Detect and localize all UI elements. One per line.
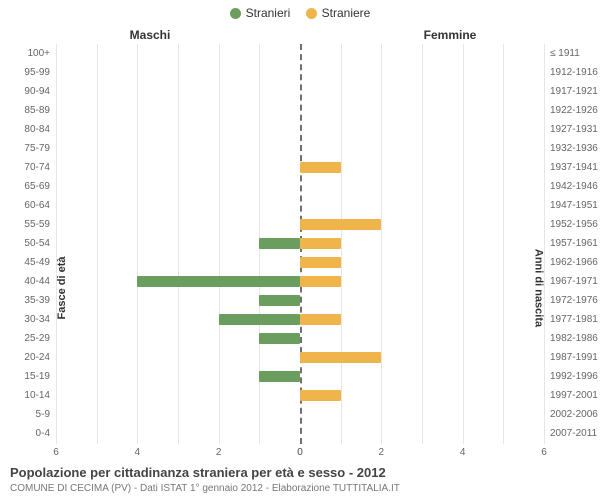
- bar-male: [259, 238, 300, 249]
- birth-year-label: 1937-1941: [550, 158, 600, 177]
- legend-item-female: Straniere: [306, 6, 371, 20]
- chart-row: [56, 177, 544, 196]
- birth-year-label: 1947-1951: [550, 196, 600, 215]
- x-tick-label: 4: [135, 447, 141, 458]
- bar-female: [300, 352, 381, 363]
- age-label: 55-59: [0, 215, 50, 234]
- birth-year-label: 1982-1986: [550, 329, 600, 348]
- age-label: 80-84: [0, 120, 50, 139]
- chart-row: [56, 215, 544, 234]
- chart-row: [56, 310, 544, 329]
- bar-male: [259, 333, 300, 344]
- birth-year-label: 1932-1936: [550, 139, 600, 158]
- birth-year-label: 1972-1976: [550, 291, 600, 310]
- chart-row: [56, 234, 544, 253]
- age-label: 5-9: [0, 405, 50, 424]
- birth-year-label: 1997-2001: [550, 386, 600, 405]
- bar-male: [259, 295, 300, 306]
- birth-year-label: 1942-1946: [550, 177, 600, 196]
- chart-row: [56, 253, 544, 272]
- age-label: 25-29: [0, 329, 50, 348]
- chart-row: [56, 82, 544, 101]
- age-label: 15-19: [0, 367, 50, 386]
- chart-subtitle: COMUNE DI CECIMA (PV) - Dati ISTAT 1° ge…: [10, 483, 400, 494]
- chart-row: [56, 367, 544, 386]
- legend-label-male: Stranieri: [246, 6, 291, 20]
- legend-item-male: Stranieri: [230, 6, 291, 20]
- bar-female: [300, 162, 341, 173]
- age-label: 50-54: [0, 234, 50, 253]
- population-pyramid-chart: Stranieri Straniere Maschi Femmine Fasce…: [0, 0, 600, 500]
- x-tick-label: 4: [460, 447, 466, 458]
- chart-row: [56, 386, 544, 405]
- bar-female: [300, 390, 341, 401]
- birth-year-label: 1912-1916: [550, 63, 600, 82]
- chart-row: [56, 329, 544, 348]
- chart-row: [56, 196, 544, 215]
- chart-row: [56, 348, 544, 367]
- age-label: 45-49: [0, 253, 50, 272]
- legend: Stranieri Straniere: [0, 6, 600, 22]
- legend-label-female: Straniere: [322, 6, 371, 20]
- birth-year-label: 1967-1971: [550, 272, 600, 291]
- age-label: 40-44: [0, 272, 50, 291]
- birth-year-label: 1992-1996: [550, 367, 600, 386]
- birth-year-label: 2007-2011: [550, 424, 600, 443]
- age-label: 0-4: [0, 424, 50, 443]
- age-label: 85-89: [0, 101, 50, 120]
- bar-female: [300, 276, 341, 287]
- birth-year-label: 1927-1931: [550, 120, 600, 139]
- birth-year-label: 1952-1956: [550, 215, 600, 234]
- chart-row: [56, 405, 544, 424]
- chart-row: [56, 291, 544, 310]
- age-label: 100+: [0, 44, 50, 63]
- bar-female: [300, 314, 341, 325]
- chart-title: Popolazione per cittadinanza straniera p…: [10, 465, 386, 480]
- x-tick-label: 2: [379, 447, 385, 458]
- column-title-male: Maschi: [0, 28, 300, 42]
- birth-year-label: 2002-2006: [550, 405, 600, 424]
- chart-row: [56, 63, 544, 82]
- bar-female: [300, 219, 381, 230]
- age-label: 75-79: [0, 139, 50, 158]
- gridline: [544, 44, 545, 444]
- bar-male: [219, 314, 300, 325]
- age-label: 10-14: [0, 386, 50, 405]
- age-label: 95-99: [0, 63, 50, 82]
- legend-swatch-male: [230, 8, 241, 19]
- birth-year-label: 1957-1961: [550, 234, 600, 253]
- x-tick-label: 0: [297, 447, 303, 458]
- birth-year-label: 1987-1991: [550, 348, 600, 367]
- chart-row: [56, 101, 544, 120]
- birth-year-label: 1922-1926: [550, 101, 600, 120]
- birth-year-label: 1977-1981: [550, 310, 600, 329]
- age-label: 70-74: [0, 158, 50, 177]
- legend-swatch-female: [306, 8, 317, 19]
- bar-male: [137, 276, 300, 287]
- x-tick-label: 6: [541, 447, 547, 458]
- age-label: 65-69: [0, 177, 50, 196]
- plot-area: Fasce di età Anni di nascita 64200246100…: [56, 44, 544, 444]
- chart-row: [56, 272, 544, 291]
- column-title-female: Femmine: [300, 28, 600, 42]
- age-label: 20-24: [0, 348, 50, 367]
- x-tick-label: 6: [53, 447, 59, 458]
- birth-year-label: 1917-1921: [550, 82, 600, 101]
- age-label: 60-64: [0, 196, 50, 215]
- birth-year-label: 1962-1966: [550, 253, 600, 272]
- bar-female: [300, 257, 341, 268]
- chart-row: [56, 44, 544, 63]
- chart-row: [56, 424, 544, 443]
- age-label: 30-34: [0, 310, 50, 329]
- bar-female: [300, 238, 341, 249]
- chart-row: [56, 158, 544, 177]
- bar-male: [259, 371, 300, 382]
- birth-year-label: ≤ 1911: [550, 44, 600, 63]
- chart-row: [56, 139, 544, 158]
- age-label: 90-94: [0, 82, 50, 101]
- age-label: 35-39: [0, 291, 50, 310]
- chart-row: [56, 120, 544, 139]
- x-tick-label: 2: [216, 447, 222, 458]
